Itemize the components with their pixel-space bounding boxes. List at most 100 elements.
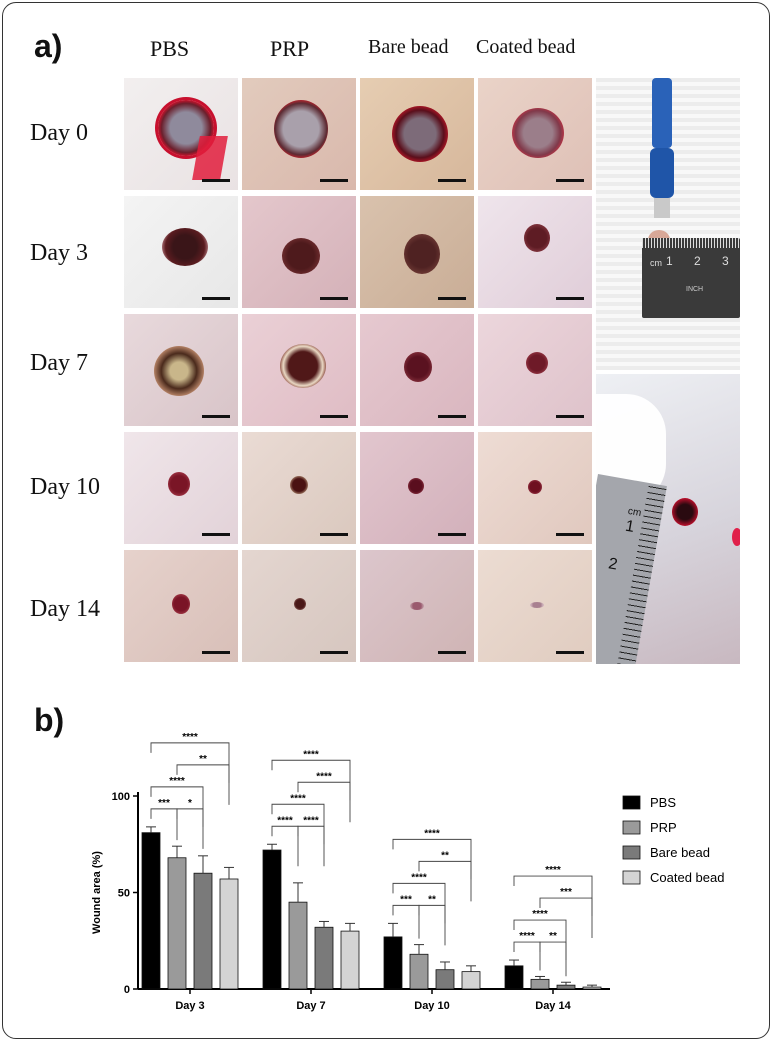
wound-photo-bare-bead-day0 <box>360 78 474 190</box>
significance-label: ** <box>199 754 207 765</box>
ruler-number-2: 2 <box>694 254 701 268</box>
significance-label: **** <box>545 865 561 876</box>
wound-photo-bare-bead-day10 <box>360 432 474 544</box>
legend-label: PRP <box>650 820 677 835</box>
wound-photo-bare-bead-day3 <box>360 196 474 308</box>
significance-label: **** <box>303 815 319 826</box>
significance-label: *** <box>400 894 412 905</box>
significance-bracket <box>271 803 325 845</box>
x-tick-label: Day 3 <box>175 1000 204 1012</box>
bar-coated-bead-day-7 <box>340 930 360 990</box>
x-tick-label: Day 10 <box>414 1000 449 1012</box>
steel-ruler-cm: cm <box>627 505 643 520</box>
column-header-coated-bead: Coated bead <box>476 36 576 58</box>
significance-label: **** <box>169 776 185 787</box>
significance-bracket <box>150 786 204 827</box>
bead-applicator-photo: cm 1 2 3 INCH <box>596 78 740 370</box>
significance-label: *** <box>158 798 170 809</box>
significance-bracket <box>150 808 178 841</box>
row-header-day-7: Day 7 <box>30 350 88 376</box>
row-header-day-10: Day 10 <box>30 474 100 500</box>
y-tick-label: 100 <box>112 791 130 803</box>
bar-pbs-day-3 <box>141 832 161 990</box>
significance-label: ** <box>428 894 436 905</box>
significance-bracket <box>392 838 472 880</box>
significance-label: **** <box>424 828 440 839</box>
significance-label: **** <box>303 749 319 760</box>
bar-prp-day-7 <box>288 901 308 990</box>
ruler-number-1: 1 <box>666 254 673 268</box>
bar-bare-bead-day-7 <box>314 926 334 990</box>
significance-bracket <box>513 875 593 917</box>
bar-bare-bead-day-14 <box>556 984 576 990</box>
wound-photo-prp-day10 <box>242 432 356 544</box>
significance-bracket <box>418 860 472 902</box>
ruler-inch-label: INCH <box>686 286 704 293</box>
bar-pbs-day-7 <box>262 849 282 990</box>
significance-bracket <box>297 781 351 823</box>
bar-bare-bead-day-3 <box>193 872 213 990</box>
significance-label: **** <box>290 793 306 804</box>
wound-photo-coated-bead-day14 <box>478 550 592 662</box>
significance-bracket <box>150 742 230 783</box>
wound-photo-prp-day7 <box>242 314 356 426</box>
wound-photo-pbs-day14 <box>124 550 238 662</box>
bar-pbs-day-10 <box>383 936 403 990</box>
steel-ruler: cm 1 2 3 <box>596 474 667 664</box>
wound-photo-pbs-day10 <box>124 432 238 544</box>
wound-photo-coated-bead-day7 <box>478 314 592 426</box>
row-header-day-3: Day 3 <box>30 240 88 266</box>
significance-label: * <box>188 798 192 809</box>
steel-ruler-number-2: 2 <box>607 555 619 574</box>
column-header-prp: PRP <box>270 36 310 61</box>
x-tick-label: Day 7 <box>296 1000 325 1012</box>
row-header-day-14: Day 14 <box>30 596 100 622</box>
wound-photo-coated-bead-day10 <box>478 432 592 544</box>
column-header-pbs: PBS <box>150 36 190 61</box>
bar-prp-day-10 <box>409 953 429 990</box>
significance-bracket <box>176 764 230 805</box>
panel-a-label: a) <box>34 28 63 64</box>
significance-label: *** <box>560 887 572 898</box>
significance-bracket <box>271 759 351 801</box>
significance-bracket <box>513 919 567 961</box>
significance-label: ** <box>549 931 557 942</box>
significance-bracket <box>176 808 204 849</box>
column-header-bare-bead: Bare bead <box>368 36 449 58</box>
legend-swatch <box>622 870 641 885</box>
panel-b-label: b) <box>34 702 65 738</box>
significance-label: ** <box>441 850 449 861</box>
ruler-cm-label: cm <box>650 258 662 268</box>
wound-photo-pbs-day3 <box>124 196 238 308</box>
wound-area-chart: 0 50 100 Wound area (%) Day 3 Day 7 Day 10 Day … <box>91 732 724 1012</box>
legend-label: Bare bead <box>650 845 710 860</box>
bar-bare-bead-day-10 <box>435 969 455 990</box>
significance-bracket <box>539 897 593 939</box>
y-axis-label: Wound area (%) <box>91 851 103 934</box>
significance-label: **** <box>182 732 198 743</box>
wound-photo-bare-bead-day14 <box>360 550 474 662</box>
bar-coated-bead-day-3 <box>219 878 239 990</box>
significance-label: **** <box>411 872 427 883</box>
significance-bracket <box>271 825 299 867</box>
significance-bracket <box>418 904 446 946</box>
metal-ruler: cm 1 2 3 INCH <box>642 238 740 318</box>
wound-photo-bare-bead-day7 <box>360 314 474 426</box>
wound-photo-prp-day14 <box>242 550 356 662</box>
y-tick-label: 0 <box>124 984 130 996</box>
significance-label: **** <box>532 909 548 920</box>
y-tick-label: 50 <box>118 888 130 900</box>
significance-bracket <box>539 941 567 977</box>
significance-label: **** <box>519 931 535 942</box>
wound-photo-coated-bead-day0 <box>478 78 592 190</box>
legend-swatch <box>622 795 641 810</box>
bar-prp-day-14 <box>530 978 550 990</box>
legend-swatch <box>622 820 641 835</box>
bar-coated-bead-day-14 <box>582 986 602 990</box>
significance-label: **** <box>277 815 293 826</box>
legend-label: PBS <box>650 795 676 810</box>
legend-label: Coated bead <box>650 870 724 885</box>
x-tick-label: Day 14 <box>535 1000 571 1012</box>
significance-bracket <box>392 882 446 924</box>
bar-pbs-day-14 <box>504 965 524 990</box>
